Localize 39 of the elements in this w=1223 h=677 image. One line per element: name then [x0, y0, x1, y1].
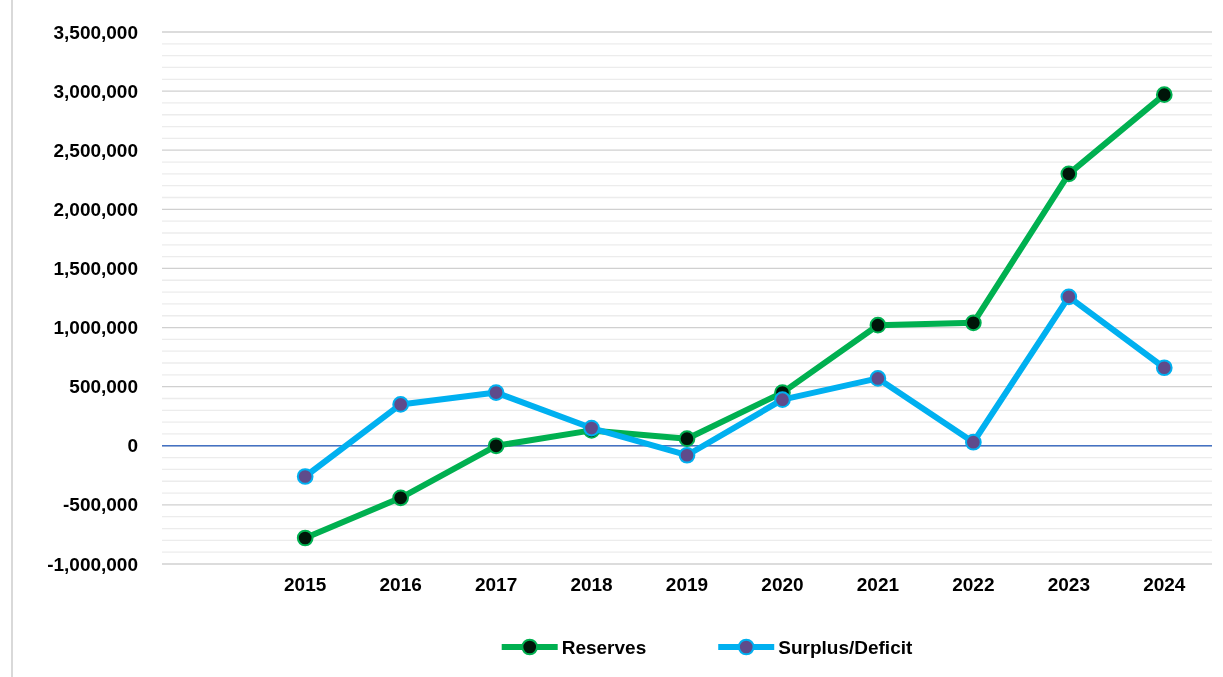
x-tick-label: 2020 — [761, 574, 804, 596]
y-tick-label: -1,000,000 — [47, 553, 138, 575]
point — [678, 446, 696, 464]
legend-label: Reserves — [561, 637, 647, 658]
y-tick-label: 0 — [127, 435, 138, 457]
y-tick-label: 2,000,000 — [53, 198, 138, 220]
y-tick-label: 500,000 — [69, 376, 138, 398]
x-tick-label: 2019 — [665, 574, 709, 596]
x-tick-label: 2024 — [1143, 574, 1186, 596]
point — [869, 316, 887, 334]
point — [1155, 359, 1173, 377]
point — [487, 384, 505, 401]
x-tick-label: 2023 — [1047, 574, 1090, 596]
y-tick-label: 3,500,000 — [53, 21, 138, 43]
point — [296, 468, 314, 485]
point — [869, 370, 887, 387]
point — [296, 529, 314, 547]
point — [392, 396, 409, 413]
y-tick-label: 2,500,000 — [53, 139, 138, 161]
x-tick-label: 2021 — [856, 574, 900, 596]
point — [678, 430, 696, 448]
y-tick-label: 3,000,000 — [53, 80, 138, 102]
point — [1060, 165, 1078, 183]
y-tick-label: 1,500,000 — [53, 258, 138, 280]
legend-label: Surplus/Deficit — [778, 637, 913, 658]
x-tick-label: 2022 — [952, 574, 995, 596]
y-tick-label: -500,000 — [62, 494, 138, 516]
point — [487, 437, 505, 455]
point — [1060, 288, 1078, 306]
x-tick-label: 2015 — [284, 574, 327, 596]
x-tick-label: 2018 — [570, 574, 613, 596]
y-tick-label: 1,000,000 — [53, 317, 138, 339]
point — [774, 391, 791, 409]
point — [965, 433, 982, 451]
x-tick-label: 2016 — [379, 574, 422, 596]
point — [392, 489, 409, 507]
x-tick-label: 2017 — [474, 574, 518, 596]
point — [1155, 86, 1173, 103]
point — [965, 314, 982, 332]
